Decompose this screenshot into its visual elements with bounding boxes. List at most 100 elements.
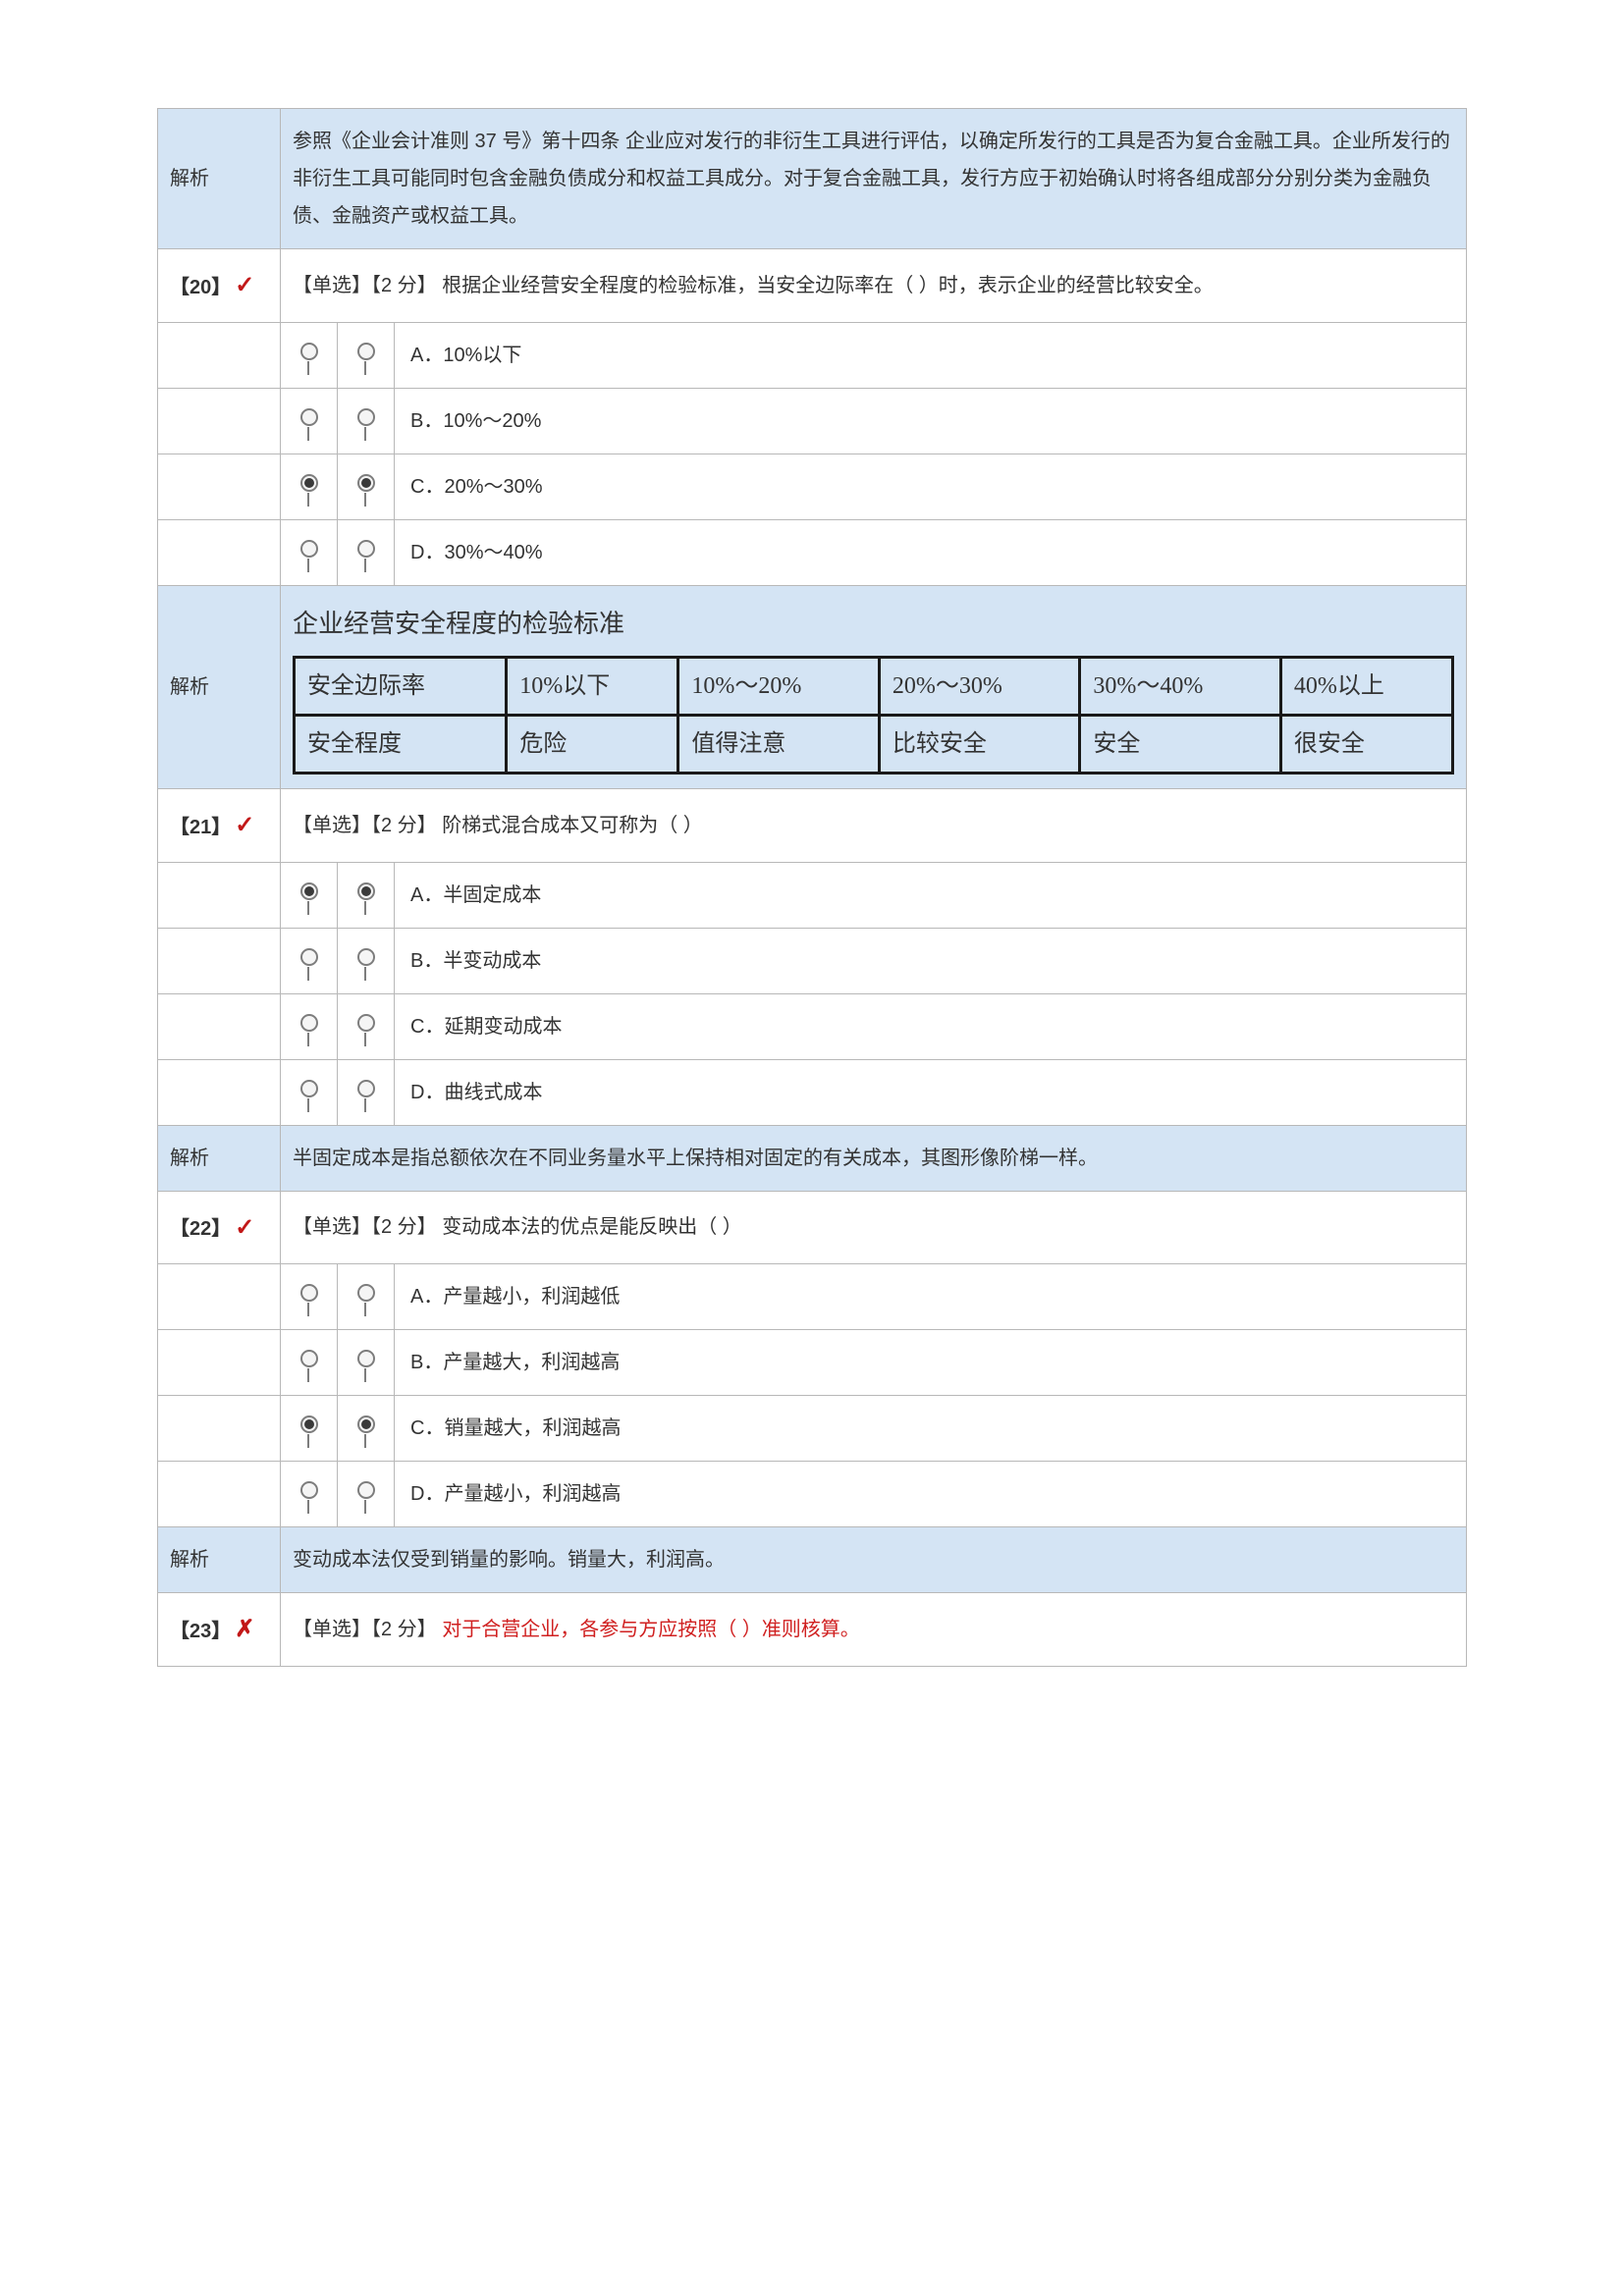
analysis-text: 变动成本法仅受到销量的影响。销量大，利润高。 <box>281 1527 1467 1593</box>
cell: 10%以下 <box>507 657 678 715</box>
blank <box>158 862 281 928</box>
q22-analysis: 解析 变动成本法仅受到销量的影响。销量大，利润高。 <box>158 1527 1467 1593</box>
opt-label: B．10%～20% <box>395 388 1467 454</box>
q20-prompt: 【单选】【2 分】 根据企业经营安全程度的检验标准，当安全边际率在（ ）时，表示… <box>281 249 1467 323</box>
q21-num: 【21】 <box>170 809 231 846</box>
blank <box>158 454 281 519</box>
cell: 比较安全 <box>879 715 1080 773</box>
q20-opt-d: D．30%～40% <box>158 519 1467 585</box>
radio-user[interactable] <box>281 928 338 993</box>
q21-prompt: 【单选】【2 分】 阶梯式混合成本又可称为（ ） <box>281 788 1467 862</box>
opt-label: A．半固定成本 <box>395 862 1467 928</box>
radio-answer <box>338 1330 395 1396</box>
q22-opt-c: C．销量越大，利润越高 <box>158 1396 1467 1462</box>
q22-num-cell: 【22】✓ <box>158 1191 281 1264</box>
q21-opt-a: A．半固定成本 <box>158 862 1467 928</box>
radio-answer <box>338 454 395 519</box>
q21-opt-d: D．曲线式成本 <box>158 1059 1467 1125</box>
q23-num: 【23】 <box>170 1613 231 1650</box>
radio-user[interactable] <box>281 1330 338 1396</box>
analysis-label: 解析 <box>158 585 281 788</box>
q22-opt-a: A．产量越小，利润越低 <box>158 1264 1467 1330</box>
q23-red: 对于合营企业，各参与方应按照（ ）准则核算。 <box>442 1619 860 1640</box>
q21-header: 【21】✓ 【单选】【2 分】 阶梯式混合成本又可称为（ ） <box>158 788 1467 862</box>
cell: 安全边际率 <box>295 657 507 715</box>
q20-opt-a: A．10%以下 <box>158 322 1467 388</box>
cell: 安全 <box>1080 715 1281 773</box>
opt-label: A．产量越小，利润越低 <box>395 1264 1467 1330</box>
q20-num-cell: 【20】✓ <box>158 249 281 323</box>
blank <box>158 1330 281 1396</box>
q22-prompt: 【单选】【2 分】 变动成本法的优点是能反映出（ ） <box>281 1191 1467 1264</box>
q22-header: 【22】✓ 【单选】【2 分】 变动成本法的优点是能反映出（ ） <box>158 1191 1467 1264</box>
blank <box>158 1462 281 1527</box>
blank <box>158 1264 281 1330</box>
q20-analysis: 解析 企业经营安全程度的检验标准 安全边际率 10%以下 10%～20% 20%… <box>158 585 1467 788</box>
opt-label: D．产量越小，利润越高 <box>395 1462 1467 1527</box>
radio-user[interactable] <box>281 1396 338 1462</box>
cross-icon: ✗ <box>235 1616 254 1642</box>
q23-prefix: 【单选】【2 分】 <box>293 1619 442 1640</box>
radio-user[interactable] <box>281 388 338 454</box>
opt-label: C．销量越大，利润越高 <box>395 1396 1467 1462</box>
q22-num: 【22】 <box>170 1210 231 1248</box>
cell: 值得注意 <box>678 715 880 773</box>
radio-answer <box>338 1264 395 1330</box>
radio-user[interactable] <box>281 1264 338 1330</box>
q21-num-cell: 【21】✓ <box>158 788 281 862</box>
analysis-label: 解析 <box>158 109 281 249</box>
q20-opt-c: C．20%～30% <box>158 454 1467 519</box>
q20-header: 【20】✓ 【单选】【2 分】 根据企业经营安全程度的检验标准，当安全边际率在（… <box>158 249 1467 323</box>
radio-answer <box>338 1462 395 1527</box>
opt-label: A．10%以下 <box>395 322 1467 388</box>
radio-answer <box>338 862 395 928</box>
q23-header: 【23】✗ 【单选】【2 分】 对于合营企业，各参与方应按照（ ）准则核算。 <box>158 1593 1467 1667</box>
cell: 40%以上 <box>1280 657 1452 715</box>
radio-answer <box>338 993 395 1059</box>
safety-table: 安全边际率 10%以下 10%～20% 20%～30% 30%～40% 40%以… <box>293 656 1454 774</box>
blank <box>158 1059 281 1125</box>
cell: 30%～40% <box>1080 657 1281 715</box>
radio-user[interactable] <box>281 1059 338 1125</box>
q21-analysis: 解析 半固定成本是指总额依次在不同业务量水平上保持相对固定的有关成本，其图形像阶… <box>158 1125 1467 1191</box>
blank <box>158 993 281 1059</box>
q22-opt-d: D．产量越小，利润越高 <box>158 1462 1467 1527</box>
q21-opt-c: C．延期变动成本 <box>158 993 1467 1059</box>
cell: 10%～20% <box>678 657 880 715</box>
analysis-row-pre: 解析 参照《企业会计准则 37 号》第十四条 企业应对发行的非衍生工具进行评估，… <box>158 109 1467 249</box>
radio-user[interactable] <box>281 993 338 1059</box>
radio-user[interactable] <box>281 322 338 388</box>
opt-label: C．20%～30% <box>395 454 1467 519</box>
opt-label: D．30%～40% <box>395 519 1467 585</box>
radio-answer <box>338 322 395 388</box>
analysis-text: 半固定成本是指总额依次在不同业务量水平上保持相对固定的有关成本，其图形像阶梯一样… <box>281 1125 1467 1191</box>
blank <box>158 1396 281 1462</box>
analysis-text: 参照《企业会计准则 37 号》第十四条 企业应对发行的非衍生工具进行评估，以确定… <box>281 109 1467 249</box>
q21-opt-b: B．半变动成本 <box>158 928 1467 993</box>
opt-label: D．曲线式成本 <box>395 1059 1467 1125</box>
radio-user[interactable] <box>281 519 338 585</box>
blank <box>158 322 281 388</box>
opt-label: C．延期变动成本 <box>395 993 1467 1059</box>
q20-opt-b: B．10%～20% <box>158 388 1467 454</box>
check-icon: ✓ <box>235 272 254 298</box>
blank <box>158 928 281 993</box>
radio-user[interactable] <box>281 454 338 519</box>
q20-analysis-content: 企业经营安全程度的检验标准 安全边际率 10%以下 10%～20% 20%～30… <box>281 585 1467 788</box>
inner-table-title: 企业经营安全程度的检验标准 <box>293 600 1454 648</box>
cell: 20%～30% <box>879 657 1080 715</box>
radio-user[interactable] <box>281 1462 338 1527</box>
quiz-table: 解析 参照《企业会计准则 37 号》第十四条 企业应对发行的非衍生工具进行评估，… <box>157 108 1467 1667</box>
opt-label: B．产量越大，利润越高 <box>395 1330 1467 1396</box>
radio-user[interactable] <box>281 862 338 928</box>
q23-prompt: 【单选】【2 分】 对于合营企业，各参与方应按照（ ）准则核算。 <box>281 1593 1467 1667</box>
blank <box>158 519 281 585</box>
check-icon: ✓ <box>235 812 254 838</box>
cell: 很安全 <box>1280 715 1452 773</box>
check-icon: ✓ <box>235 1214 254 1241</box>
analysis-label: 解析 <box>158 1125 281 1191</box>
opt-label: B．半变动成本 <box>395 928 1467 993</box>
radio-answer <box>338 519 395 585</box>
radio-answer <box>338 928 395 993</box>
cell: 危险 <box>507 715 678 773</box>
